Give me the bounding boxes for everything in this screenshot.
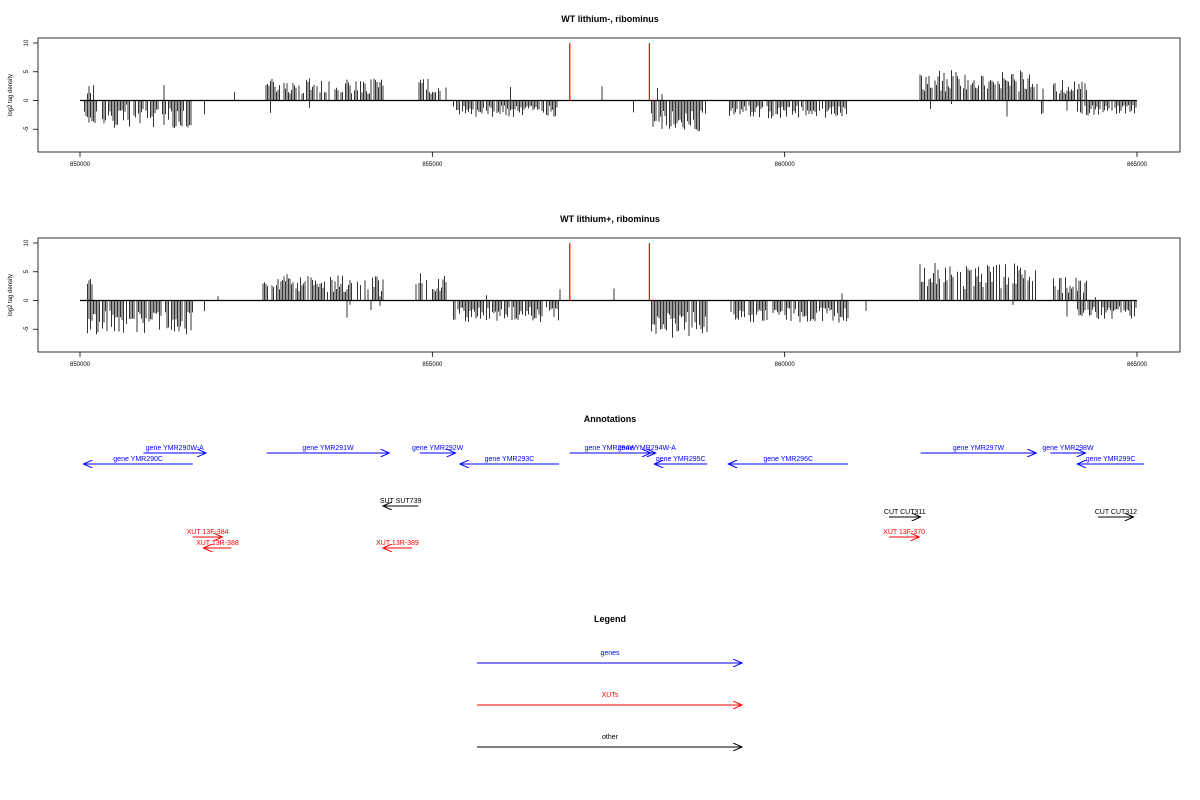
- annotation-label: gene YMR297W: [953, 445, 1005, 452]
- annotation-gene: gene YMR294W: [569, 445, 651, 453]
- y-tick-label: 10: [24, 239, 30, 246]
- legend-item-other: other: [477, 734, 742, 747]
- annotation-label: XUT 13F-384: [187, 529, 229, 536]
- legend-item-gene: genes: [477, 650, 742, 663]
- x-tick-label: 865000: [1127, 162, 1148, 168]
- legend-label: XUTs: [602, 692, 619, 699]
- annotation-label: XUT 13R-389: [376, 540, 419, 547]
- y-tick-label: 5: [24, 269, 30, 273]
- y-tick-label: -5: [24, 126, 30, 132]
- annotation-other: CUT CUT312: [1095, 509, 1137, 517]
- annotation-gene: gene YMR299C: [1077, 456, 1145, 464]
- x-tick-label: 860000: [775, 362, 796, 368]
- annotation-features: gene YMR290C gene YMR290W-A gene YMR291W ge…: [84, 445, 1145, 548]
- coverage-panel-lithium-minus: WT lithium-, ribominus log2 tag density …: [8, 14, 1181, 168]
- annotation-label: CUT CUT311: [884, 509, 926, 516]
- x-tick-label: 865000: [1127, 362, 1148, 368]
- annotations-title: Annotations: [584, 414, 637, 424]
- annotation-xut: XUT 13F-384: [187, 529, 229, 537]
- x-tick-label: 855000: [422, 362, 443, 368]
- legend-items: genes XUTs other: [477, 650, 742, 747]
- annotation-other: CUT CUT311: [884, 509, 926, 517]
- legend-title: Legend: [594, 614, 626, 624]
- panel-title: WT lithium-, ribominus: [561, 14, 659, 24]
- y-tick-label: 0: [24, 98, 30, 102]
- annotation-xut: XUT 13F-370: [883, 529, 925, 537]
- annotation-xut: XUT 13R-388: [196, 540, 239, 548]
- plot-frame: [37, 37, 1181, 153]
- annotation-label: gene YMR290W-A: [146, 445, 204, 452]
- annotation-label: gene YMR294W: [585, 445, 637, 452]
- y-axis-label: log2 tag density: [8, 74, 14, 116]
- y-tick-label: -5: [24, 326, 30, 332]
- annotation-gene: gene YMR296C: [728, 456, 849, 464]
- panel-title: WT lithium+, ribominus: [560, 214, 660, 224]
- annotation-label: SUT SUT739: [380, 498, 422, 505]
- annotation-gene: gene YMR293C: [460, 456, 560, 464]
- y-tick-label: 5: [24, 69, 30, 73]
- annotation-gene: gene YMR294W-A: [618, 445, 676, 453]
- annotation-gene: gene YMR290W-A: [143, 445, 206, 453]
- y-axis-label: log2 tag density: [8, 274, 14, 316]
- annotation-label: gene YMR296C: [763, 456, 813, 463]
- annotation-label: XUT 13F-370: [883, 529, 925, 536]
- annotation-label: gene YMR291W: [302, 445, 354, 452]
- annotation-label: CUT CUT312: [1095, 509, 1137, 516]
- legend-label: other: [602, 734, 619, 741]
- annotation-label: XUT 13R-388: [196, 540, 239, 547]
- x-tick-label: 850000: [70, 162, 91, 168]
- x-tick-label: 855000: [422, 162, 443, 168]
- coverage-bars: [80, 43, 1137, 132]
- annotation-label: gene YMR292W: [412, 445, 464, 452]
- axes: 10 5 0 -5 850000 855000 860000 865000: [24, 39, 1148, 168]
- annotation-gene: gene YMR295C: [654, 456, 708, 464]
- axes: 10 5 0 -5 850000 855000 860000 865000: [24, 239, 1148, 368]
- legend-item-xut: XUTs: [477, 692, 742, 705]
- annotation-gene: gene YMR292W: [412, 445, 464, 453]
- annotation-label: gene YMR294W-A: [618, 445, 676, 452]
- annotation-gene: gene YMR290C: [84, 456, 193, 464]
- y-tick-label: 10: [24, 39, 30, 46]
- annotation-gene: gene YMR298W: [1042, 445, 1094, 453]
- coverage-panel-lithium-plus: WT lithium+, ribominus log2 tag density …: [8, 214, 1181, 368]
- x-tick-label: 850000: [70, 362, 91, 368]
- coverage-bars: [80, 243, 1137, 338]
- legend-panel: Legend genes XUTs other: [477, 614, 742, 747]
- annotation-gene: gene YMR291W: [266, 445, 390, 453]
- annotation-label: gene YMR299C: [1086, 456, 1136, 463]
- annotation-label: gene YMR293C: [485, 456, 535, 463]
- annotation-xut: XUT 13R-389: [376, 540, 419, 548]
- x-tick-label: 860000: [775, 162, 796, 168]
- annotation-label: gene YMR295C: [656, 456, 706, 463]
- annotation-label: gene YMR298W: [1042, 445, 1094, 452]
- annotation-gene: gene YMR297W: [920, 445, 1037, 453]
- plot-frame: [37, 237, 1181, 353]
- y-tick-label: 0: [24, 298, 30, 302]
- annotation-other: SUT SUT739: [380, 498, 422, 506]
- annotation-label: gene YMR290C: [113, 456, 163, 463]
- legend-label: genes: [600, 650, 620, 657]
